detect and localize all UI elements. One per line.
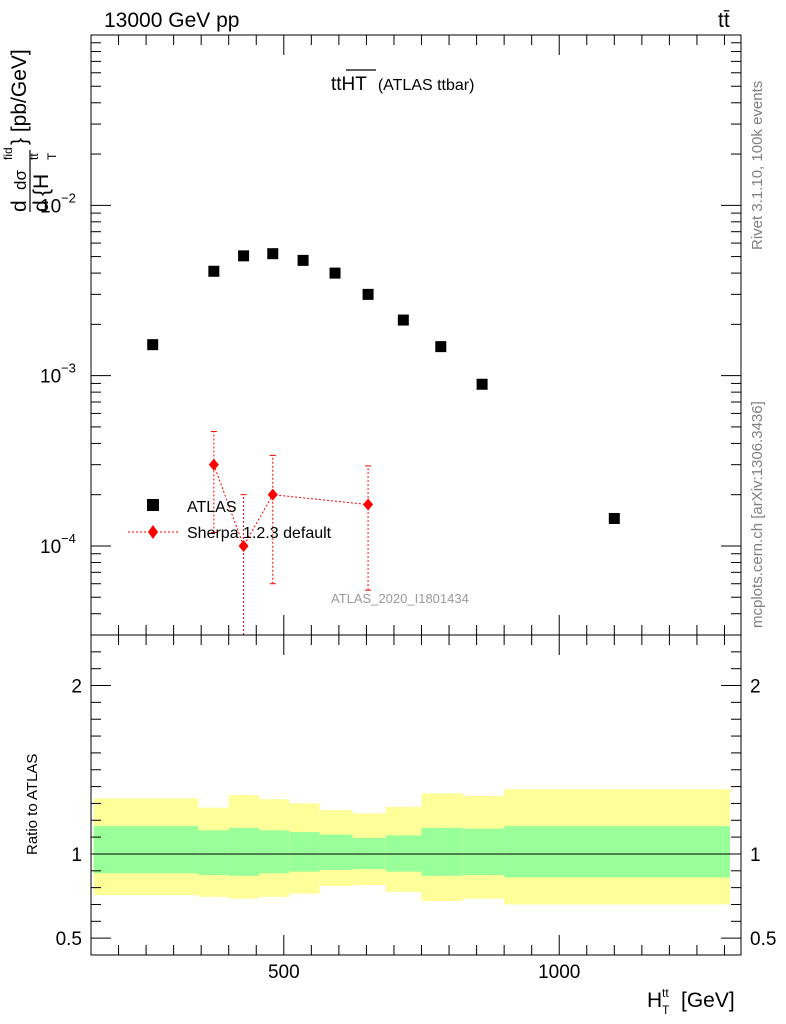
sherpa-line xyxy=(213,464,369,548)
ratio-band-inner xyxy=(198,830,229,875)
data-points xyxy=(147,248,620,635)
y-tick-label: 10 xyxy=(40,537,61,558)
x-tick-label: 1000 xyxy=(538,962,580,983)
ratio-band-inner xyxy=(319,834,353,870)
ratio-band-inner xyxy=(228,827,260,876)
ratio-ticks xyxy=(91,635,741,955)
atlas-point xyxy=(238,250,250,262)
x-tick-label: 500 xyxy=(268,962,300,983)
xlabel-h: H xyxy=(647,989,662,1012)
ylabel-unit: } [pb/GeV] xyxy=(8,49,31,145)
y-tick-label-exponent: −4 xyxy=(61,531,76,546)
ratio-y-tick-label-right: 2 xyxy=(750,677,761,698)
sherpa-point xyxy=(208,458,219,471)
y-tick-label: 10 xyxy=(40,196,61,217)
chart-title-main: ttHT xyxy=(331,74,367,95)
legend-marker-atlas xyxy=(147,499,159,511)
atlas-point xyxy=(476,378,488,390)
ylabel-fid: fid xyxy=(1,147,15,160)
ratio-panel: 0.5 0.5 1 1 2 2 500 1000 Ratio to ATLAS H tt T… xyxy=(24,634,777,1017)
ratio-frame xyxy=(90,634,742,956)
xlabel-sub: T xyxy=(662,1003,670,1017)
atlas-point xyxy=(329,267,341,279)
atlas-point xyxy=(608,512,620,524)
atlas-point xyxy=(397,314,409,326)
atlas-point xyxy=(267,248,279,260)
legend-label-atlas: ATLAS xyxy=(187,499,237,516)
atlas-point xyxy=(208,265,220,277)
ylabel-denominator-brace: {H xyxy=(30,174,53,196)
ratio-y-tick-label: 1 xyxy=(71,845,82,866)
atlas-point xyxy=(435,341,447,353)
y-tick-label-exponent: −3 xyxy=(61,361,76,376)
atlas-point xyxy=(362,288,374,300)
ratio-band-inner xyxy=(504,826,730,878)
ylabel-numerator-d: d xyxy=(8,200,31,212)
chart-title: ttHT (ATLAS ttbar) xyxy=(331,74,474,95)
ratio-band-inner xyxy=(93,826,199,874)
ylabel-ht-sub: T xyxy=(45,152,59,160)
chart-title-sub: (ATLAS ttbar) xyxy=(378,77,475,94)
sherpa-point xyxy=(363,498,374,511)
xlabel-unit: [GeV] xyxy=(681,989,735,1012)
legend-marker-sherpa xyxy=(148,525,158,539)
main-frame xyxy=(90,34,742,636)
ratio-bands xyxy=(93,789,730,905)
x-tick-labels: 500 1000 xyxy=(268,962,580,983)
legend: ATLAS Sherpa 1.2.3 default xyxy=(128,499,332,542)
ratio-band-inner xyxy=(421,827,463,876)
ratio-y-tick-labels: 0.5 0.5 1 1 2 2 xyxy=(56,677,777,951)
collision-label: 13000 GeV pp xyxy=(104,9,239,32)
analysis-watermark: ATLAS_2020_I1801434 xyxy=(331,591,469,606)
y-axis-label: d dσ fid d {H tt T } [pb/GeV] xyxy=(1,49,59,212)
ratio-y-axis-label: Ratio to ATLAS xyxy=(24,754,41,855)
ylabel-ht-sup: tt xyxy=(27,153,41,160)
x-axis-label: H xyxy=(647,989,662,1012)
main-y-tick-labels: 10−410−310−2 xyxy=(40,190,76,558)
rivet-version-label: Rivet 3.1.10, 100k events xyxy=(749,81,766,250)
ylabel-numerator-dsigma: dσ xyxy=(11,170,30,190)
ratio-y-tick-label-right: 1 xyxy=(750,845,761,866)
atlas-point xyxy=(297,254,309,266)
ratio-band-inner xyxy=(289,832,320,872)
ratio-y-tick-label-right: 0.5 xyxy=(750,929,776,950)
atlas-point xyxy=(147,339,159,351)
sherpa-point xyxy=(238,539,249,552)
xlabel-sup: tt xyxy=(662,986,669,1000)
legend-label-sherpa: Sherpa 1.2.3 default xyxy=(187,525,332,542)
main-panel: 10−410−310−2 ttHT (ATLAS ttbar) d dσ fid… xyxy=(1,34,742,636)
ratio-band-inner xyxy=(462,828,505,875)
process-label: tt̄ xyxy=(718,9,730,32)
ratio-band-inner xyxy=(259,830,290,874)
y-tick-label-exponent: −2 xyxy=(61,190,76,205)
ylabel-denominator-d: d xyxy=(30,200,53,212)
ratio-y-tick-label: 0.5 xyxy=(56,929,82,950)
ratio-y-tick-label: 2 xyxy=(71,677,82,698)
main-ticks xyxy=(91,34,741,636)
y-tick-label: 10 xyxy=(40,367,61,388)
mcplots-label: mcplots.cern.ch [arXiv:1306.3436] xyxy=(749,401,766,628)
sherpa-point xyxy=(267,488,278,501)
